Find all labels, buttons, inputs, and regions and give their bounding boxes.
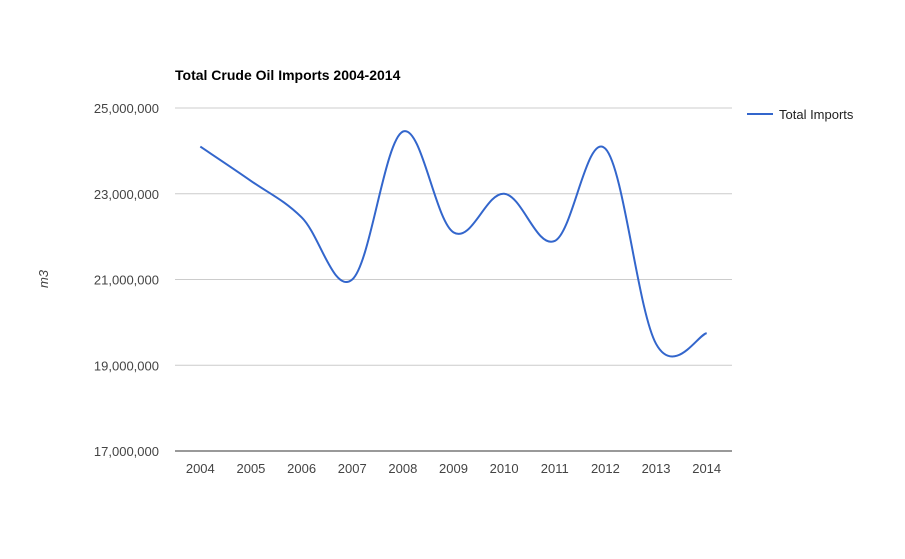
x-tick-label: 2014 <box>692 461 721 476</box>
data-point[interactable] <box>299 214 305 220</box>
y-tick-label: 21,000,000 <box>94 273 159 288</box>
data-point[interactable] <box>501 191 507 197</box>
x-tick-label: 2005 <box>236 461 265 476</box>
data-point[interactable] <box>653 341 659 347</box>
y-tick-label: 19,000,000 <box>94 358 159 373</box>
x-tick-label: 2004 <box>186 461 215 476</box>
y-axis-label: m3 <box>36 269 51 288</box>
x-tick-label: 2009 <box>439 461 468 476</box>
data-point[interactable] <box>552 238 558 244</box>
data-point[interactable] <box>197 144 203 150</box>
data-point[interactable] <box>704 330 710 336</box>
data-point[interactable] <box>451 229 457 235</box>
x-tick-label: 2012 <box>591 461 620 476</box>
x-tick-label: 2013 <box>642 461 671 476</box>
legend-label: Total Imports <box>779 107 854 122</box>
x-tick-label: 2008 <box>388 461 417 476</box>
y-axis-ticks: 17,000,000 19,000,000 21,000,000 23,000,000… <box>94 101 159 459</box>
x-tick-label: 2006 <box>287 461 316 476</box>
data-point[interactable] <box>248 178 254 184</box>
x-tick-label: 2010 <box>490 461 519 476</box>
chart-title: Total Crude Oil Imports 2004-2014 <box>175 67 401 83</box>
series-lines <box>197 129 710 358</box>
gridlines <box>175 107 732 452</box>
x-tick-label: 2007 <box>338 461 367 476</box>
x-tick-label: 2011 <box>541 461 569 476</box>
series-line-total-imports[interactable] <box>199 130 708 358</box>
legend[interactable]: Total Imports <box>747 107 854 122</box>
x-axis-ticks: 2004 2005 2006 2007 2008 2009 2010 2011 2012 2013… <box>186 461 721 476</box>
y-tick-label: 25,000,000 <box>94 101 159 116</box>
data-point[interactable] <box>349 277 355 283</box>
data-point[interactable] <box>400 129 406 135</box>
data-point[interactable] <box>602 146 608 152</box>
y-tick-label: 17,000,000 <box>94 444 159 459</box>
y-tick-label: 23,000,000 <box>94 187 159 202</box>
